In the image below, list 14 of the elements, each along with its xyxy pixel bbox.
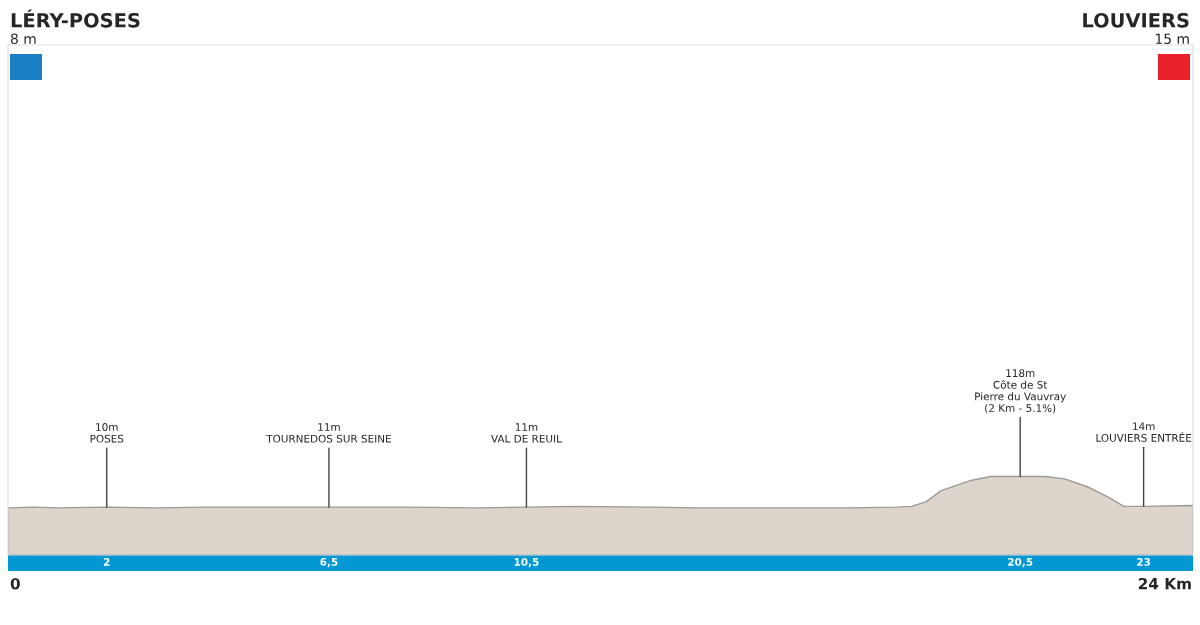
annotation: 11m TOURNEDOS SUR SEINE [266, 423, 391, 443]
text: LÉRY-POSES 8 m [10, 9, 140, 45]
x-tick-label: 23 [1137, 557, 1151, 566]
text: 24 Km [1138, 577, 1191, 590]
annotation: 10m POSES [90, 423, 124, 443]
annotation: 11m VAL DE REUIL [491, 423, 562, 443]
x-tick-label: 10,5 [514, 557, 539, 568]
annotation: 14m LOUVIERS ENTRÉE [1096, 422, 1192, 442]
x-tick-label: 20,5 [1008, 557, 1033, 568]
x-tick-label: 6,5 [320, 557, 338, 568]
annotation: 118m Côte de St Pierre du Vauvray (2 Km - 5.1%) [975, 369, 1066, 414]
x-tick-label: 2 [103, 557, 110, 566]
text: LOUVIERS 15 m [1083, 12, 1189, 45]
text: 0 [10, 577, 20, 590]
